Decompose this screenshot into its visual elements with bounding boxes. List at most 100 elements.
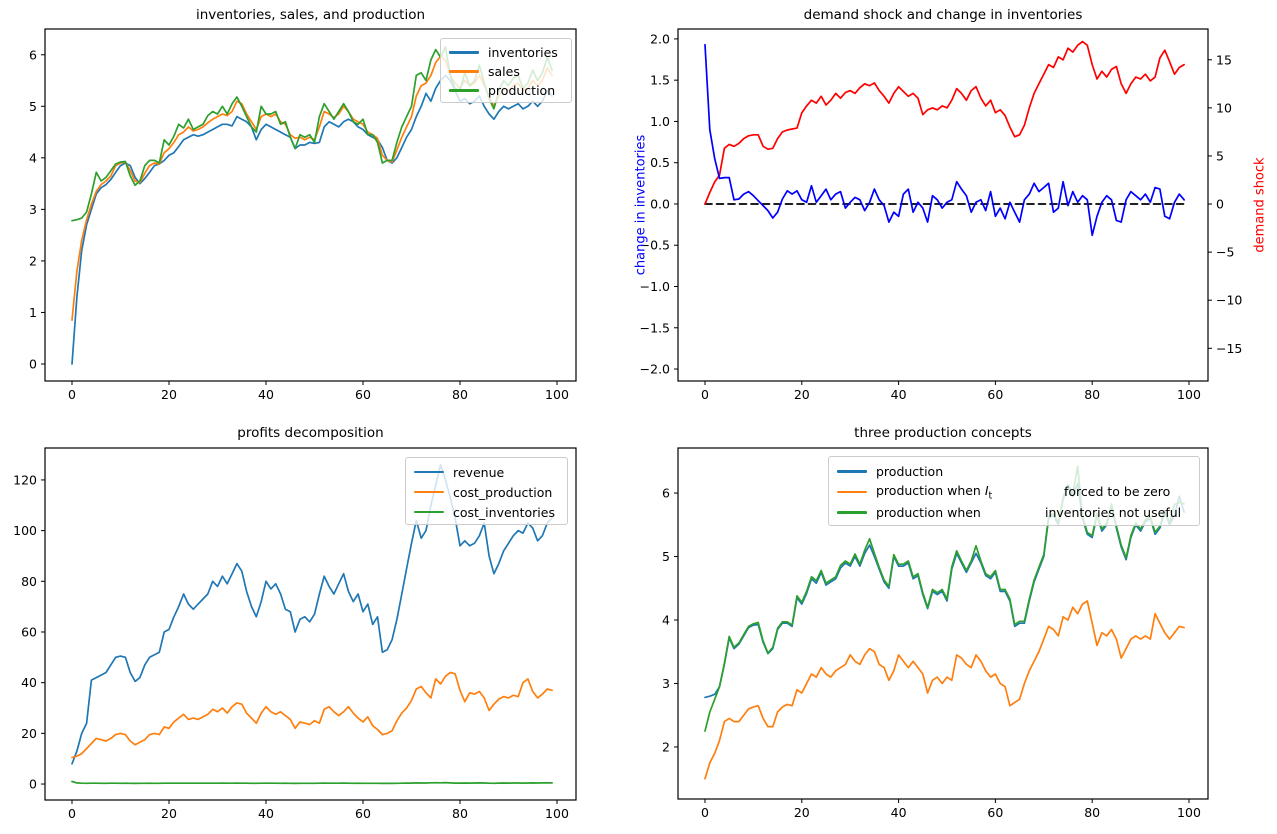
title-production-concepts: three production concepts: [854, 425, 1032, 441]
series-line-inventories: [71, 74, 553, 365]
x-tick-label: 40: [891, 387, 907, 402]
legend-label-right: forced to be zero: [1064, 484, 1171, 500]
legend-bl: revenue cost_production cost_inventories: [405, 457, 568, 525]
y-tick-label: 2: [29, 253, 37, 268]
series-line-demand-shock: [704, 40, 1185, 205]
legend-line-swatch: [837, 511, 867, 514]
y-tick-label: 0: [29, 777, 37, 792]
series-line-production-inventories-not-useful: [704, 465, 1185, 732]
y-right-tick-label: 15: [1216, 52, 1232, 67]
x-tick-label: 100: [545, 806, 569, 821]
x-tick-label: 80: [1084, 805, 1100, 820]
y-tick-label: 6: [662, 486, 670, 501]
legend-entry: cost_inventories: [406, 502, 559, 522]
x-tick-label: 60: [987, 387, 1003, 402]
y-right-tick-label: 10: [1216, 100, 1232, 115]
legend-line-swatch: [449, 51, 479, 54]
y-right-tick-label: −10: [1216, 293, 1242, 308]
legend-br: production production when It forced to be…: [828, 456, 1200, 526]
x-tick-label: 0: [701, 387, 709, 402]
ylabel-change-in-inventories: change in inventories: [633, 134, 649, 276]
legend-line-swatch: [414, 470, 444, 474]
legend-entry: inventories: [441, 43, 563, 62]
y-right-tick-label: −5: [1216, 245, 1234, 260]
legend-label: cost_inventories: [453, 504, 555, 520]
legend-line-swatch: [449, 89, 479, 92]
title-profits-decomposition: profits decomposition: [237, 425, 384, 441]
legend-entry: production when It forced to be zero: [829, 482, 1191, 503]
series-line-change-in-inventories: [704, 43, 1185, 237]
subplot-tr: 0 20 40 60 80 1002.01.51.00.50.0−0.5−1.0−1.5−…: [640, 28, 1242, 402]
axes-spines-tl: [44, 28, 577, 382]
legend-line-swatch: [414, 510, 444, 514]
legend-line-swatch: [837, 490, 867, 494]
legend-label: revenue: [453, 464, 505, 480]
x-tick-label: 20: [161, 387, 177, 402]
legend-label: production when: [876, 505, 981, 521]
legend-label: cost_production: [453, 484, 553, 500]
legend-entry: sales: [441, 62, 563, 81]
y-tick-label: 2.0: [650, 31, 670, 46]
subplot-bl: 0 20 40 60 80 100 0 20 40 60 80 100 120: [13, 447, 577, 821]
y-tick-label: 80: [21, 574, 37, 589]
legend-line-swatch: [414, 490, 444, 494]
title-demand-shock: demand shock and change in inventories: [803, 7, 1083, 23]
axes-spines-tr: [677, 28, 1209, 382]
x-tick-label: 100: [1177, 805, 1201, 820]
y-tick-label: 0: [29, 356, 37, 371]
y-tick-label: −1.5: [640, 320, 670, 335]
y-tick-label: 0.0: [650, 196, 670, 211]
legend-entry: production: [441, 81, 563, 100]
y-tick-label: 2: [662, 739, 670, 754]
x-tick-label: 20: [794, 387, 810, 402]
legend-line-swatch: [837, 470, 867, 473]
legend-label-right: inventories not useful: [1045, 505, 1182, 521]
x-tick-label: 40: [258, 806, 274, 821]
legend-label: production: [876, 463, 944, 479]
x-tick-label: 60: [987, 805, 1003, 820]
x-tick-label: 80: [452, 387, 468, 402]
y-tick-label: 5: [662, 549, 670, 564]
y-tick-label: −0.5: [640, 238, 670, 253]
y-tick-label: 20: [21, 726, 37, 741]
legend-label: production when It: [876, 482, 993, 502]
series-line-cost_inventories: [71, 780, 553, 785]
ylabel-demand-shock: demand shock: [1252, 157, 1268, 253]
x-tick-label: 80: [1084, 387, 1100, 402]
legend-tl: inventories sales production: [440, 38, 572, 103]
y-tick-label: 1.5: [650, 73, 670, 88]
y-right-tick-label: 0: [1216, 197, 1224, 212]
x-tick-label: 0: [68, 806, 76, 821]
x-tick-label: 20: [161, 806, 177, 821]
title-inventories-sales-production: inventories, sales, and production: [195, 7, 426, 23]
axes-spines-br: [677, 447, 1209, 800]
series-line-cost_production: [71, 671, 553, 759]
legend-entry: cost_production: [406, 482, 559, 502]
x-tick-label: 60: [355, 387, 371, 402]
x-tick-label: 0: [701, 805, 709, 820]
legend-label: inventories: [488, 45, 558, 60]
y-tick-label: 5: [29, 99, 37, 114]
y-tick-label: 3: [29, 202, 37, 217]
y-tick-label: 100: [13, 523, 37, 538]
y-tick-label: 4: [29, 150, 37, 165]
x-tick-label: 100: [545, 387, 569, 402]
y-tick-label: 1: [29, 305, 37, 320]
x-tick-label: 80: [452, 806, 468, 821]
y-right-tick-label: 5: [1216, 148, 1224, 163]
legend-entry: revenue: [406, 462, 559, 482]
legend-line-swatch: [449, 70, 479, 73]
legend-label: sales: [488, 64, 520, 79]
series-line-production-zero-inventories: [704, 600, 1185, 780]
y-tick-label: 40: [21, 675, 37, 690]
x-tick-label: 40: [258, 387, 274, 402]
y-tick-label: 1.0: [650, 114, 670, 129]
y-tick-label: 60: [21, 624, 37, 639]
series-line-revenue: [71, 463, 553, 765]
x-tick-label: 40: [891, 805, 907, 820]
y-tick-label: 120: [13, 472, 37, 487]
axes-spines-bl: [44, 447, 577, 801]
legend-entry: production: [829, 461, 1191, 482]
